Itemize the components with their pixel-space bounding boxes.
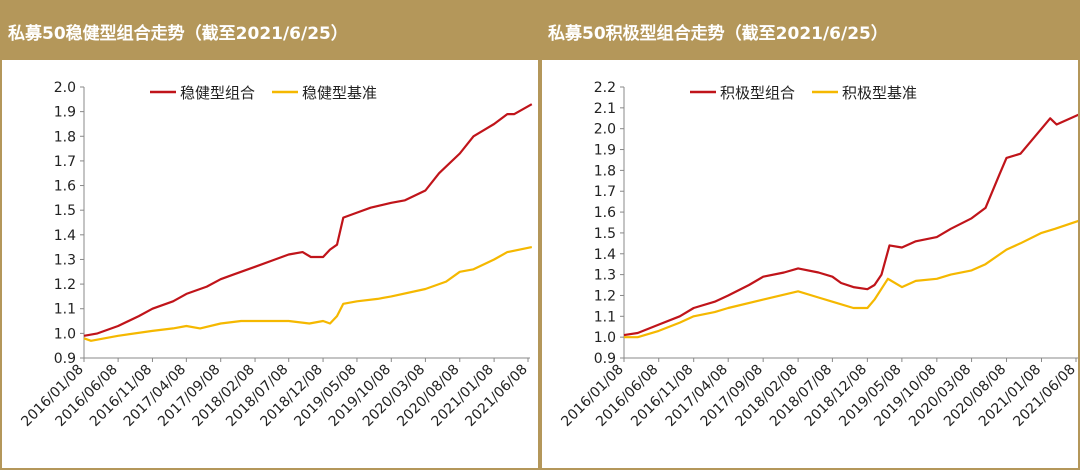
y-tick-label: 1.3 (54, 252, 76, 268)
legend-label: 稳健型组合 (180, 84, 255, 102)
y-tick-label: 1.9 (54, 105, 76, 121)
y-tick-label: 1.1 (594, 309, 616, 325)
y-tick-label: 0.9 (54, 351, 76, 367)
y-tick-label: 1.7 (54, 154, 76, 170)
legend-label: 积极型组合 (720, 84, 795, 102)
y-tick-label: 1.4 (54, 228, 76, 244)
series-line-benchmark (624, 219, 1078, 339)
y-tick-label: 1.7 (594, 184, 616, 200)
series-line-benchmark (83, 246, 533, 342)
legend-label: 稳健型基准 (302, 84, 377, 102)
left-line-chart: 0.91.01.11.21.31.41.51.61.71.81.92.02016… (18, 80, 533, 430)
y-tick-label: 1.0 (54, 326, 76, 342)
right-chart-panel: 私募50积极型组合走势（截至2021/6/25） 0.9 1.0 1.1 1.2 1.3… (540, 0, 1080, 470)
series-line-portfolio (623, 113, 1078, 337)
right-line-chart: 0.9 1.0 1.1 1.2 1.3 1.4 1.5 1.6 1.7 1.8 1.9 2.0 2.1 2… (558, 80, 1078, 430)
y-tick-label: 1.5 (54, 203, 76, 219)
legend-label: 积极型基准 (842, 84, 917, 102)
y-tick-label: 1.9 (594, 143, 616, 159)
y-tick-label: 1.2 (594, 288, 616, 304)
series-line-portfolio (83, 103, 533, 337)
y-tick-label: 1.0 (594, 330, 616, 346)
y-tick-label: 2.2 (594, 80, 616, 96)
right-chart-title: 私募50积极型组合走势（截至2021/6/25） (542, 2, 1078, 60)
y-tick-label: 1.6 (54, 179, 76, 195)
y-tick-label: 1.1 (54, 302, 76, 318)
y-tick-label: 0.9 (594, 351, 616, 367)
y-tick-label: 2.0 (54, 80, 76, 96)
y-tick-label: 2.0 (594, 122, 616, 138)
left-chart-title: 私募50稳健型组合走势（截至2021/6/25） (2, 2, 538, 60)
y-tick-label: 2.1 (594, 101, 616, 117)
y-tick-label: 1.8 (54, 129, 76, 145)
y-tick-label: 1.3 (594, 268, 616, 284)
y-tick-label: 1.6 (594, 205, 616, 221)
left-chart-panel: 私募50稳健型组合走势（截至2021/6/25） 0.9 1.0 1.1 1.2 1.3… (0, 0, 540, 470)
y-tick-label: 1.2 (54, 277, 76, 293)
y-tick-label: 1.4 (594, 247, 616, 263)
y-tick-label: 1.5 (594, 226, 616, 242)
y-tick-label: 1.8 (594, 163, 616, 179)
